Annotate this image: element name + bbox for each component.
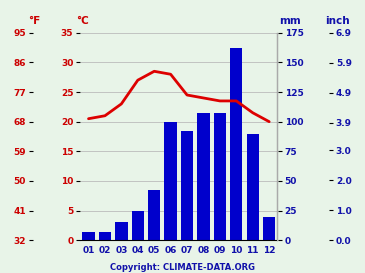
Bar bbox=[230, 48, 242, 240]
Bar bbox=[181, 131, 193, 240]
Bar bbox=[263, 216, 275, 240]
Bar bbox=[214, 113, 226, 240]
Text: mm: mm bbox=[279, 16, 301, 26]
Bar bbox=[115, 222, 127, 240]
Text: °F: °F bbox=[28, 16, 41, 26]
Bar bbox=[132, 210, 144, 240]
Text: Copyright: CLIMATE-DATA.ORG: Copyright: CLIMATE-DATA.ORG bbox=[110, 263, 255, 272]
Bar bbox=[99, 232, 111, 240]
Text: inch: inch bbox=[325, 16, 350, 26]
Bar bbox=[148, 191, 160, 240]
Bar bbox=[82, 232, 95, 240]
Bar bbox=[197, 113, 210, 240]
Text: °C: °C bbox=[76, 16, 88, 26]
Bar bbox=[247, 133, 259, 240]
Bar bbox=[165, 122, 177, 240]
